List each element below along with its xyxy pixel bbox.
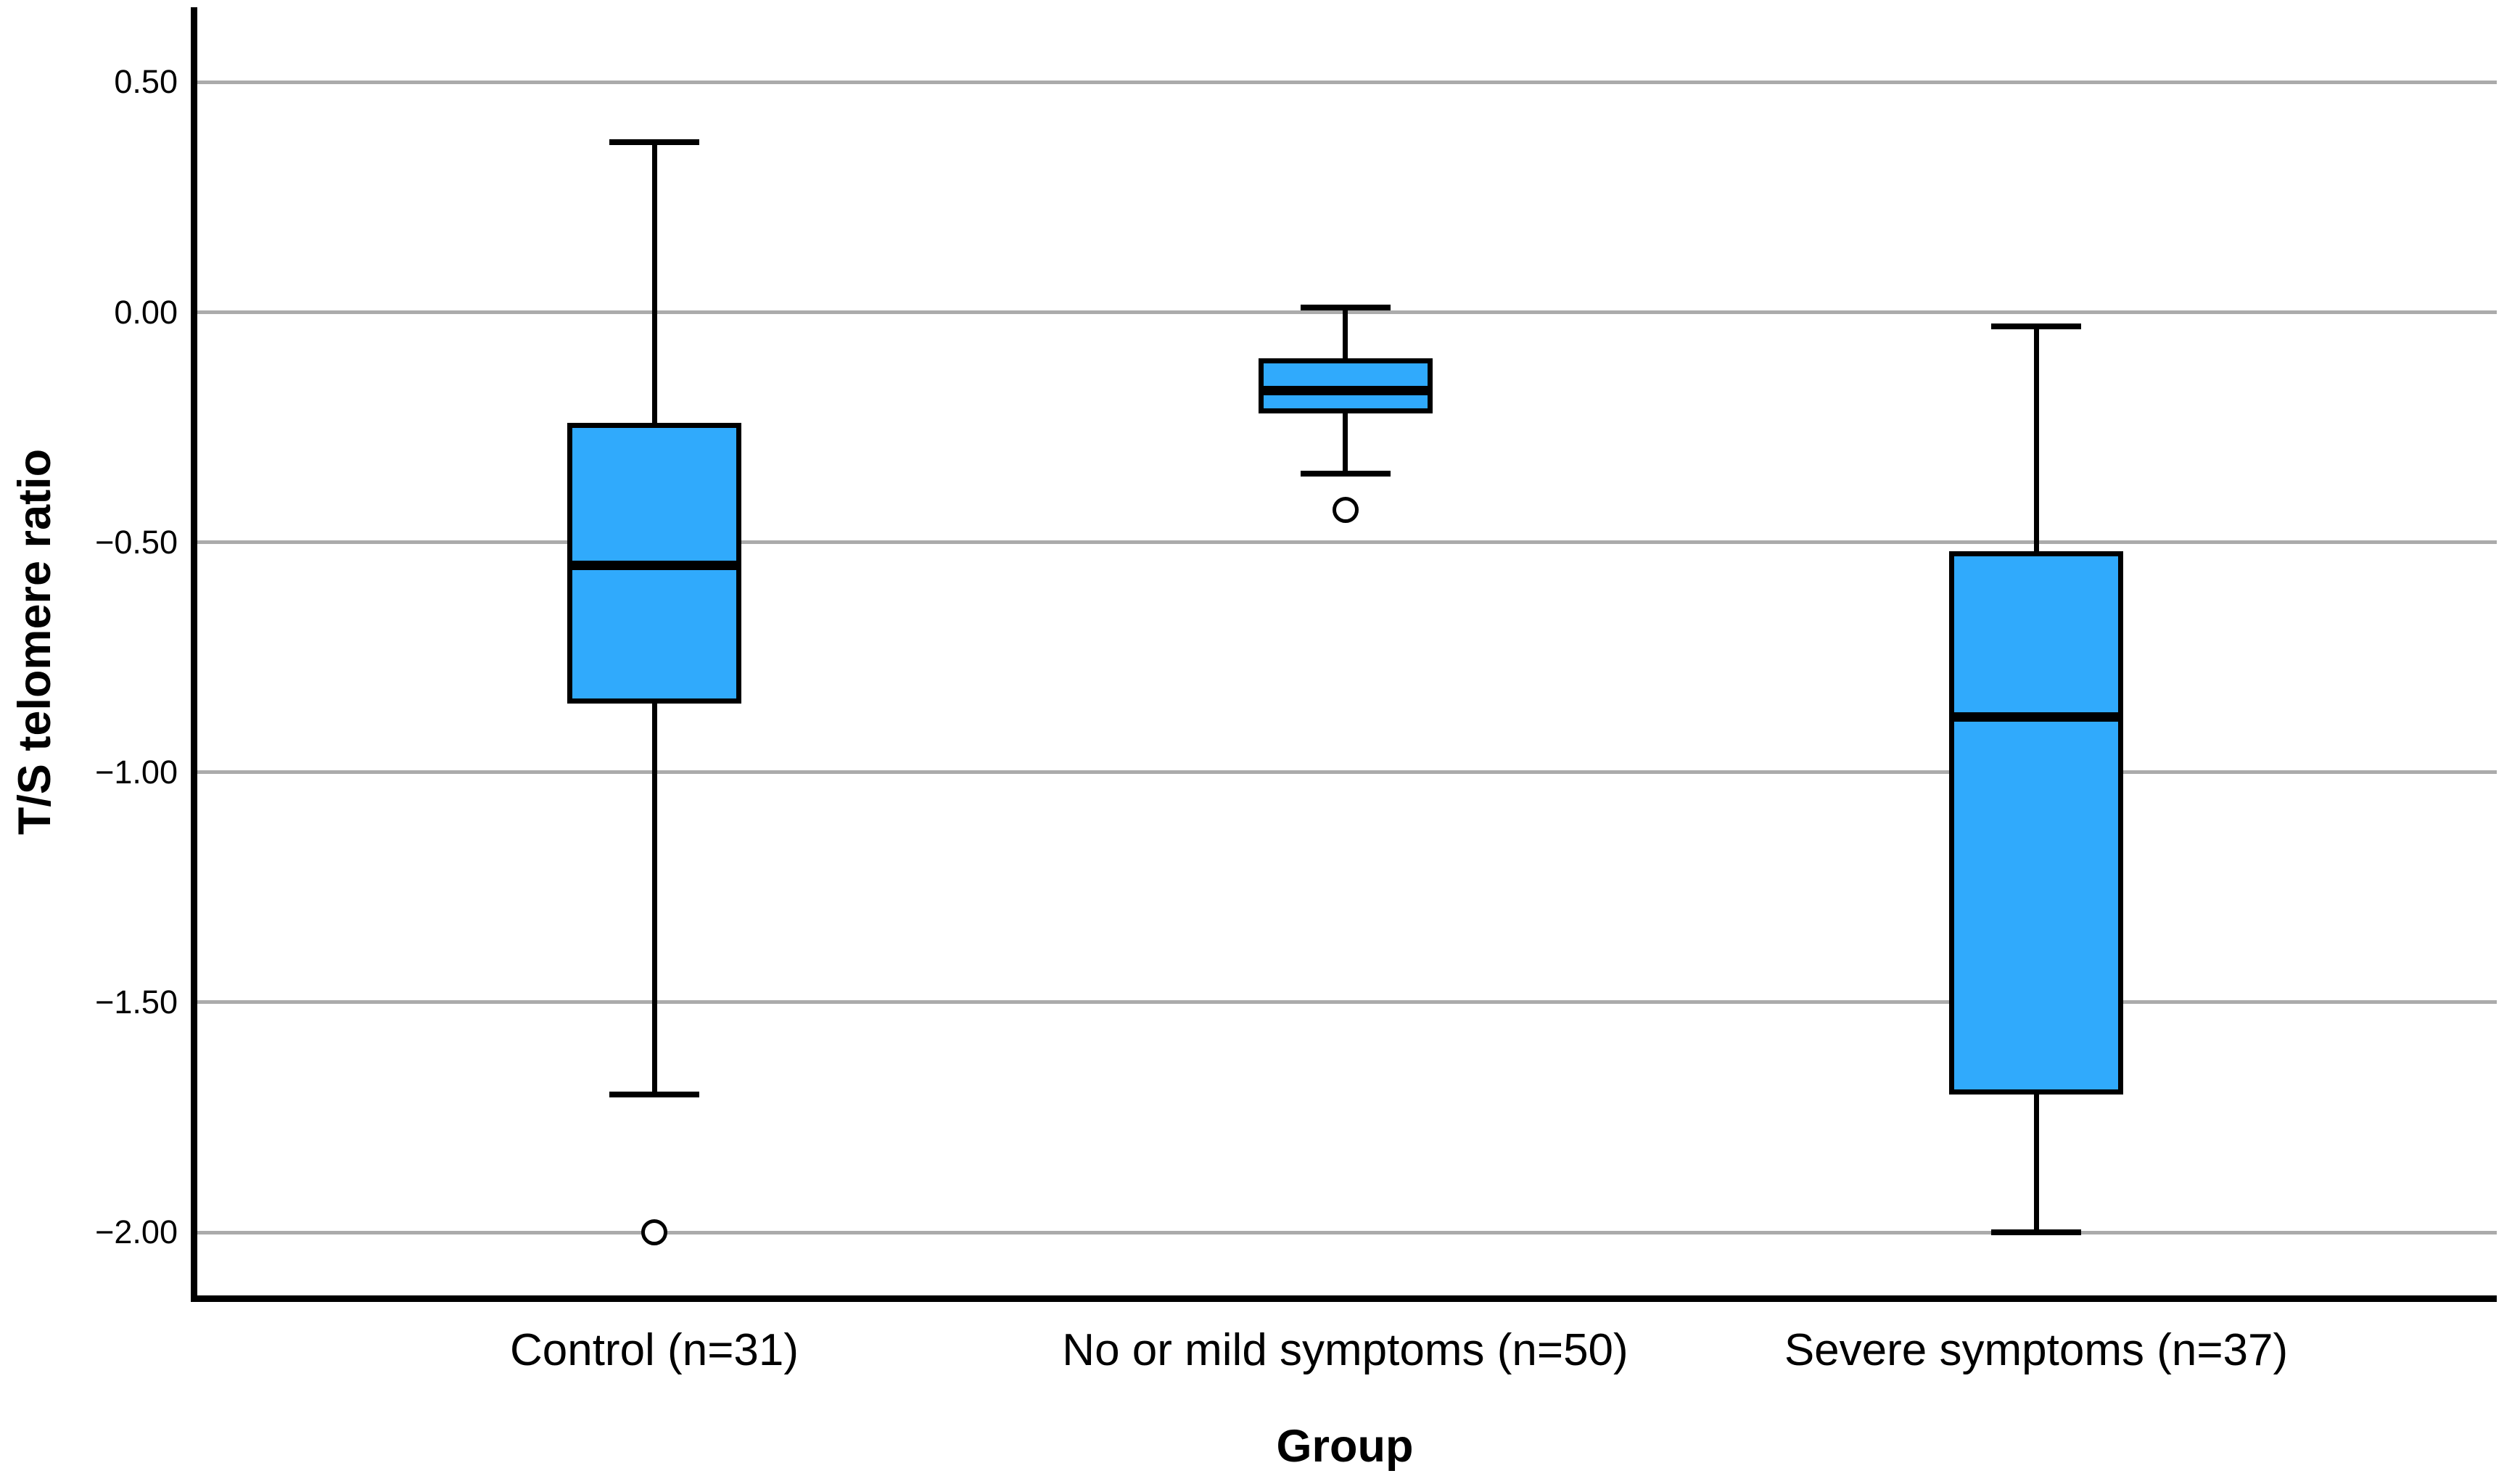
- median-line: [1258, 385, 1433, 395]
- whisker-cap: [1300, 470, 1391, 477]
- x-category-label: Control (n=31): [509, 1325, 799, 1375]
- outlier-point: [1332, 497, 1359, 524]
- y-tick-label: −1.00: [95, 753, 178, 791]
- y-gridline: [194, 1230, 2497, 1234]
- y-gridline: [194, 540, 2497, 545]
- median-line: [1949, 712, 2123, 722]
- y-tick-label: −0.50: [95, 523, 178, 561]
- whisker-cap: [609, 1091, 699, 1097]
- boxplot-box: [1949, 551, 2123, 1095]
- x-category-label: Severe symptoms (n=37): [1784, 1325, 2289, 1375]
- x-axis-line: [191, 1295, 2497, 1302]
- y-gridline: [194, 1000, 2497, 1005]
- outlier-point: [641, 1219, 667, 1246]
- whisker-cap: [1991, 323, 2081, 329]
- y-tick-label: −2.00: [95, 1213, 178, 1251]
- y-tick-label: 0.00: [114, 293, 178, 331]
- x-axis-title: Group: [1276, 1421, 1414, 1472]
- median-line: [567, 560, 741, 570]
- y-gridline: [194, 770, 2497, 775]
- whisker-cap: [609, 139, 699, 145]
- y-tick-label: −1.50: [95, 983, 178, 1021]
- y-axis-line: [191, 7, 197, 1302]
- whisker-cap: [1991, 1229, 2081, 1236]
- whisker-cap: [1300, 305, 1391, 311]
- x-category-label: No or mild symptoms (n=50): [1062, 1325, 1628, 1375]
- y-gridline: [194, 80, 2497, 84]
- y-tick-label: 0.50: [114, 63, 178, 101]
